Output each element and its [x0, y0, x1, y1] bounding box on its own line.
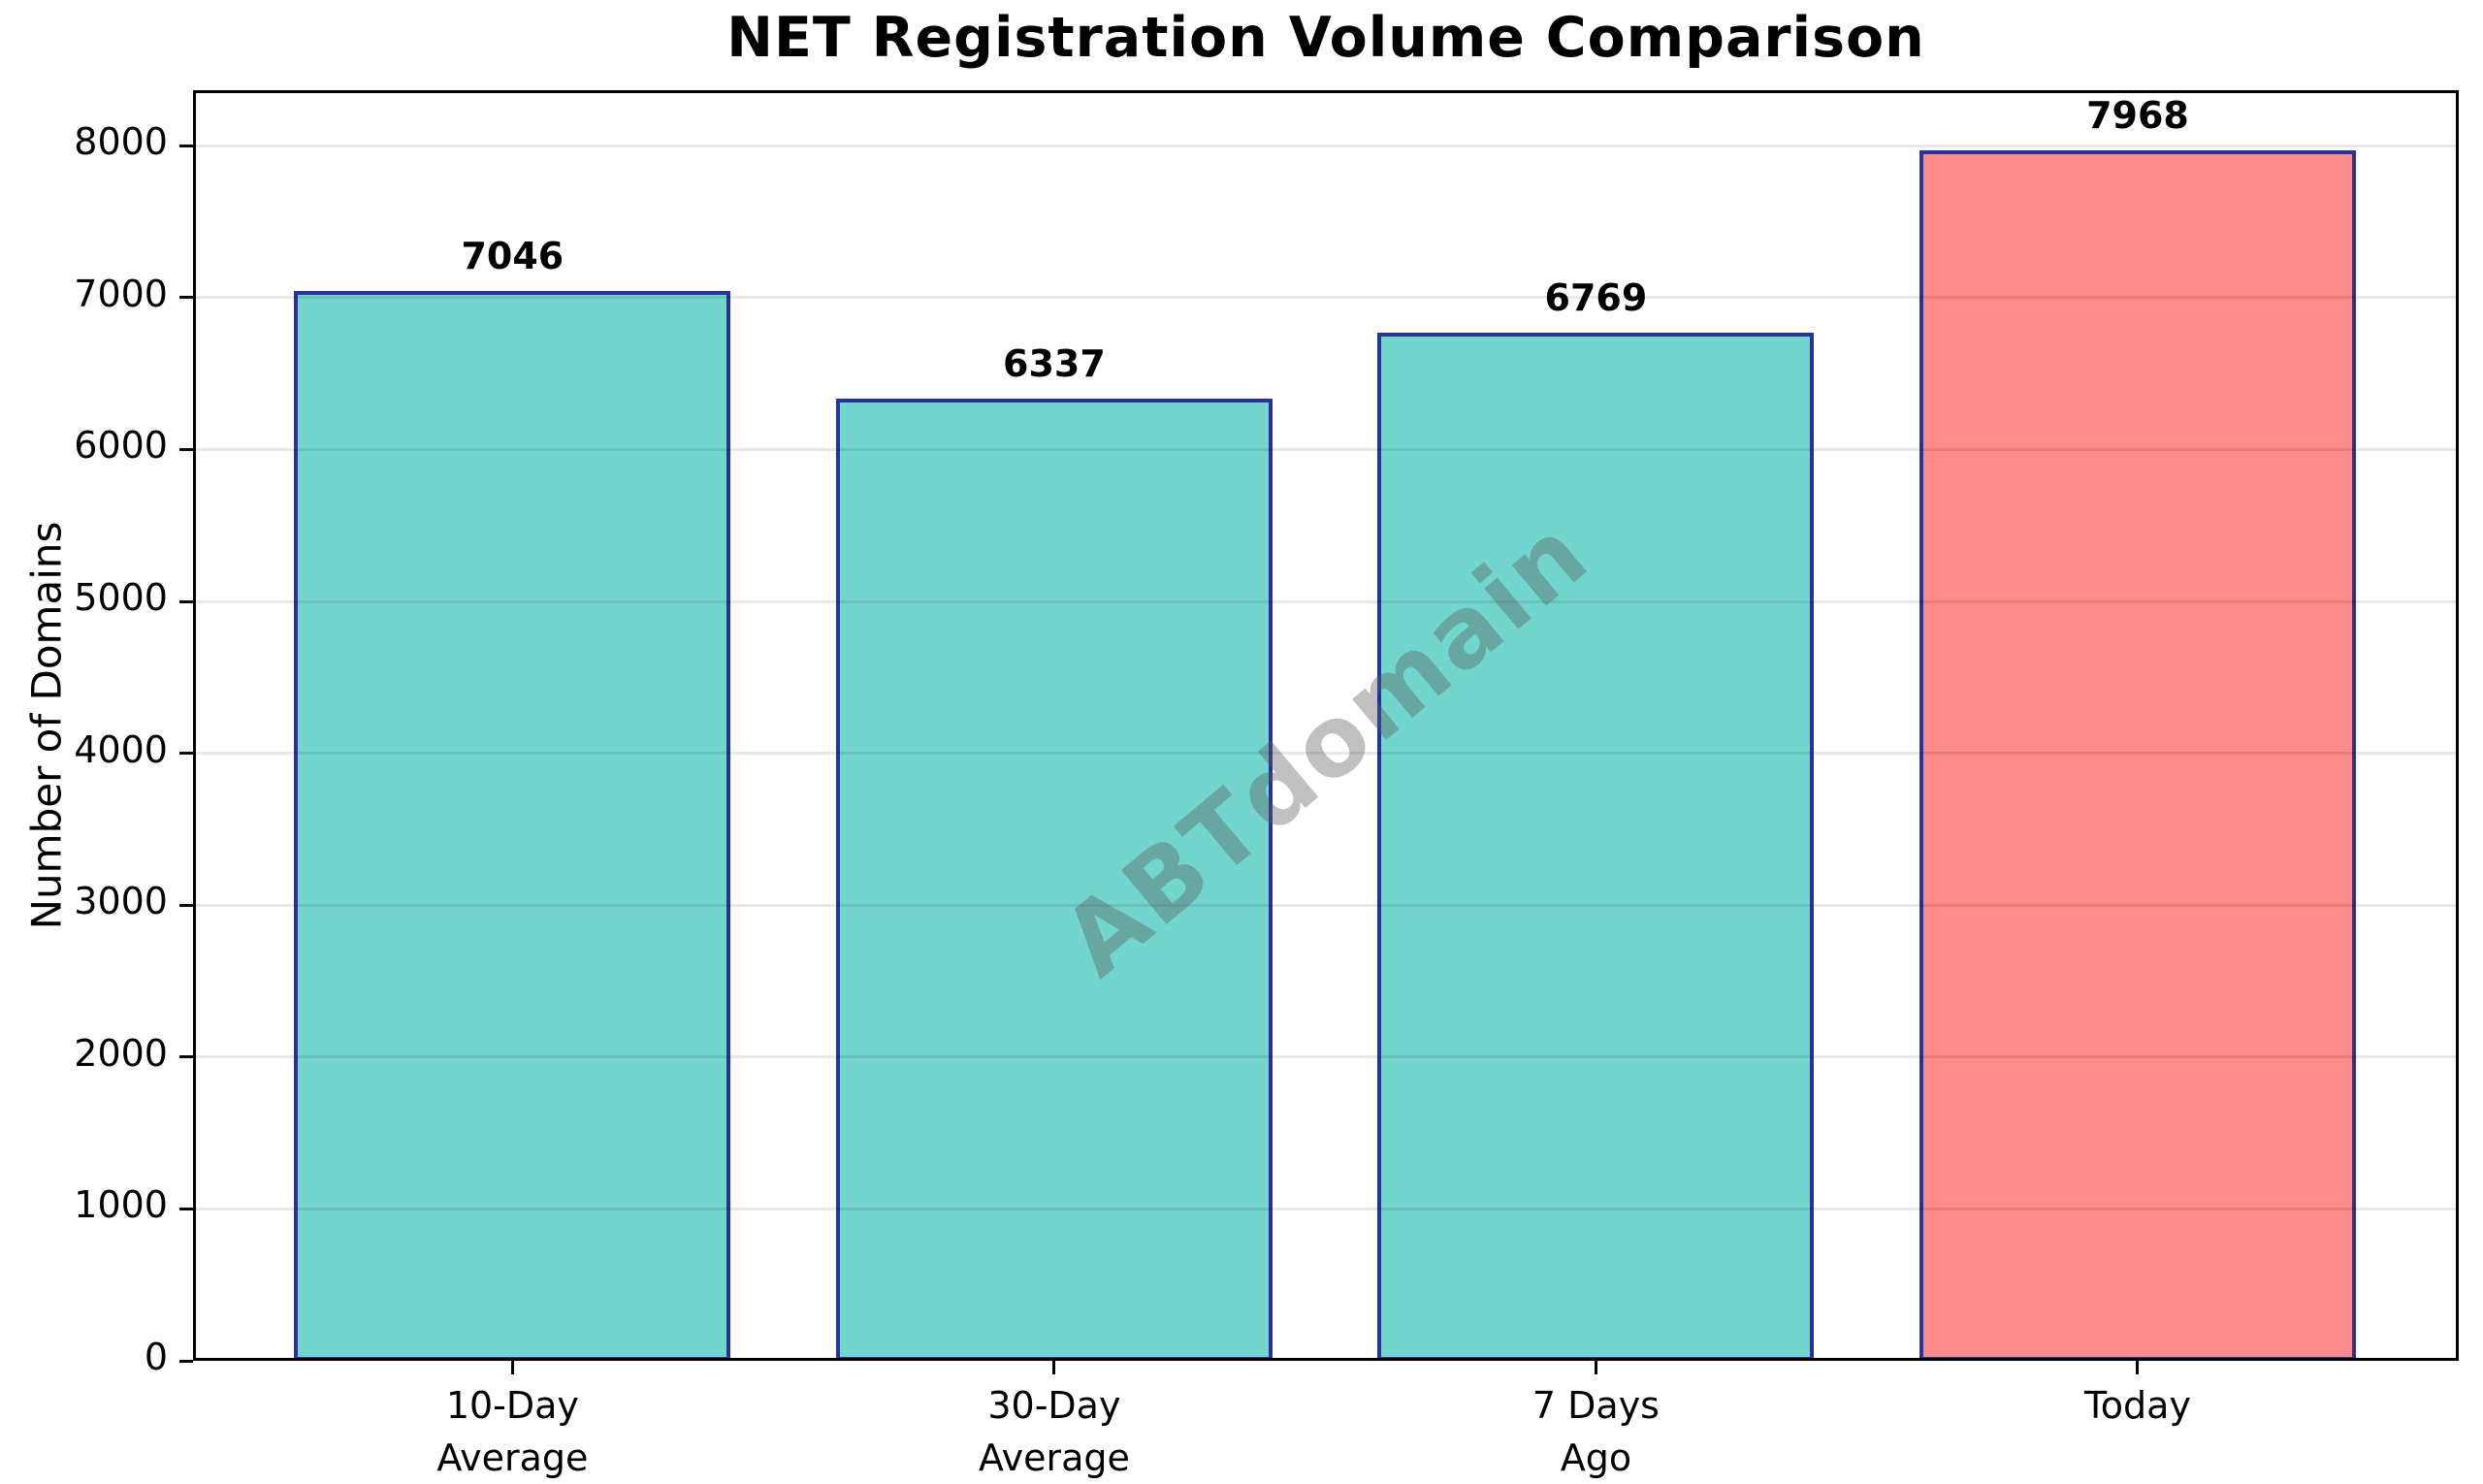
y-tick-label: 3000: [74, 880, 168, 923]
bar: [1377, 333, 1815, 1361]
chart-title: NET Registration Volume Comparison: [726, 6, 1925, 70]
y-tick-mark: [179, 296, 193, 300]
bar: [1919, 150, 2356, 1361]
bar: [294, 290, 731, 1361]
bar-value-label: 7046: [461, 234, 564, 277]
y-tick-label: 5000: [74, 576, 168, 620]
y-tick-mark: [179, 1055, 193, 1059]
bar-value-label: 7968: [2086, 94, 2189, 138]
y-tick-label: 0: [144, 1336, 168, 1378]
y-tick-label: 4000: [74, 727, 168, 771]
bar: [835, 398, 1273, 1361]
y-tick-label: 6000: [74, 424, 168, 468]
y-tick-mark: [179, 144, 193, 147]
y-tick-mark: [179, 447, 193, 451]
x-tick-label: Today: [2084, 1384, 2191, 1427]
x-tick-label: 10-Day Average: [436, 1384, 589, 1479]
y-tick-mark: [179, 752, 193, 756]
y-tick-mark: [179, 599, 193, 603]
x-tick-mark: [1594, 1361, 1597, 1374]
y-tick-mark: [179, 1359, 193, 1363]
y-tick-mark: [179, 1207, 193, 1210]
y-tick-label: 1000: [74, 1183, 168, 1227]
x-tick-label: 30-Day Average: [978, 1384, 1130, 1479]
y-tick-label: 8000: [74, 120, 168, 164]
bar-value-label: 6769: [1544, 276, 1648, 320]
bar-value-label: 6337: [1003, 341, 1106, 385]
y-tick-label: 2000: [74, 1031, 168, 1075]
x-tick-mark: [2136, 1361, 2140, 1374]
x-tick-label: 7 Days Ago: [1532, 1384, 1660, 1479]
x-tick-mark: [1052, 1361, 1056, 1374]
y-tick-mark: [179, 903, 193, 907]
y-tick-label: 7000: [74, 272, 168, 315]
x-tick-mark: [510, 1361, 514, 1374]
